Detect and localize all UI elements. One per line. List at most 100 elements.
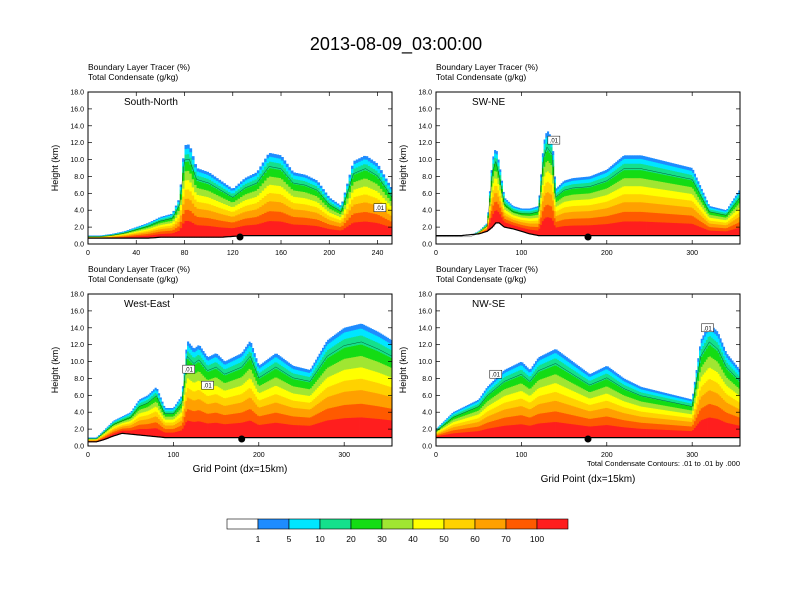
location-marker (584, 435, 592, 443)
x-tick-label: 200 (323, 250, 335, 257)
y-tick-label: 12.0 (418, 342, 432, 349)
y-tick-label: 4.0 (422, 208, 432, 215)
y-tick-label: 0.0 (422, 242, 432, 249)
y-tick-label: 12.0 (418, 140, 432, 147)
panel-label-tracer: Boundary Layer Tracer (%) (436, 62, 538, 72)
x-tick-label: 100 (516, 250, 528, 257)
y-tick-label: 0.0 (74, 242, 84, 249)
y-tick-label: 14.0 (70, 325, 84, 332)
plot-frame (87, 91, 393, 245)
x-tick-label: 0 (86, 452, 90, 459)
x-axis-label: Grid Point (dx=15km) (193, 464, 288, 475)
x-tick-label: 300 (686, 250, 698, 257)
contour-label-box (489, 369, 503, 379)
condensate-contour (88, 341, 392, 440)
y-tick-label: 18.0 (70, 292, 84, 299)
colorbar-swatch (412, 518, 445, 530)
condensate-contour (436, 146, 740, 238)
y-tick-label: 16.0 (70, 308, 84, 315)
x-tick-label: 200 (601, 452, 613, 459)
contour-note: Total Condensate Contours: .01 to .01 by… (587, 459, 740, 468)
y-tick-label: 12.0 (70, 342, 84, 349)
y-tick-label: 4.0 (74, 208, 84, 215)
tracer-field (88, 144, 392, 239)
y-tick-label: 6.0 (422, 191, 432, 198)
colorbar-label: 5 (287, 534, 292, 544)
cross-section-label: SW-NE (472, 97, 505, 108)
colorbar-label: 70 (501, 534, 511, 544)
x-tick-label: 100 (168, 452, 180, 459)
colorbar-label: 60 (470, 534, 480, 544)
panel-label-tracer: Boundary Layer Tracer (%) (436, 264, 538, 274)
contour-label: .01 (492, 373, 501, 379)
x-tick-label: 0 (86, 250, 90, 257)
y-tick-label: 2.0 (74, 427, 84, 434)
y-tick-label: 14.0 (418, 123, 432, 130)
x-tick-label: 200 (253, 452, 265, 459)
cross-section-label: South-North (124, 97, 178, 108)
colorbar-label: 30 (377, 534, 387, 544)
x-tick-label: 80 (181, 250, 189, 257)
y-tick-label: 18.0 (418, 90, 432, 97)
y-tick-label: 4.0 (74, 410, 84, 417)
colorbar-label: 50 (439, 534, 449, 544)
x-tick-label: 300 (686, 452, 698, 459)
tracer-field (436, 324, 740, 439)
location-marker (238, 435, 246, 443)
contour-label: .01 (550, 139, 559, 145)
colorbar-label: 10 (315, 534, 325, 544)
y-axis-label: Height (km) (50, 145, 60, 192)
y-tick-label: 16.0 (418, 308, 432, 315)
panel-label-condensate: Total Condensate (g/kg) (436, 274, 526, 284)
panel-label-tracer: Boundary Layer Tracer (%) (88, 62, 190, 72)
condensate-contour (436, 341, 740, 432)
panel-label-condensate: Total Condensate (g/kg) (88, 274, 178, 284)
x-tick-label: 0 (434, 452, 438, 459)
x-tick-label: 0 (434, 250, 438, 257)
contour-label: .01 (376, 206, 385, 212)
contour-label-box (701, 323, 714, 333)
y-tick-label: 10.0 (418, 157, 432, 164)
colorbar-swatch (381, 518, 414, 530)
colorbar-swatch (443, 518, 476, 530)
colorbar-swatch (350, 518, 383, 530)
plot-frame (435, 91, 741, 245)
colorbar-swatch (474, 518, 507, 530)
colorbar: 1 5 10 20 30 40 50 60 70 100 (226, 518, 569, 544)
colorbar-swatch (319, 518, 352, 530)
y-axis-label: Height (km) (398, 347, 408, 394)
panel-label-condensate: Total Condensate (g/kg) (436, 72, 526, 82)
tracer-field (436, 131, 740, 238)
tracer-field (88, 323, 392, 443)
location-marker (584, 233, 592, 241)
colorbar-label: 40 (408, 534, 418, 544)
contour-label-box (182, 364, 196, 374)
x-tick-label: 300 (338, 452, 350, 459)
contour-label: .01 (203, 384, 212, 390)
y-tick-label: 4.0 (422, 410, 432, 417)
y-tick-label: 14.0 (70, 123, 84, 130)
panel-nw-se: Boundary Layer Tracer (%)Total Condensat… (398, 264, 741, 485)
y-tick-label: 14.0 (418, 325, 432, 332)
panel-west-east: Boundary Layer Tracer (%)Total Condensat… (50, 264, 393, 475)
x-tick-label: 200 (601, 250, 613, 257)
x-tick-label: 120 (227, 250, 239, 257)
panel-label-tracer: Boundary Layer Tracer (%) (88, 264, 190, 274)
colorbar-label: 100 (530, 534, 544, 544)
x-tick-label: 40 (132, 250, 140, 257)
plot-frame (435, 293, 741, 447)
contour-label-box (373, 203, 387, 212)
colorbar-label: 20 (346, 534, 356, 544)
panel-label-condensate: Total Condensate (g/kg) (88, 72, 178, 82)
y-tick-label: 10.0 (70, 359, 84, 366)
y-tick-label: 10.0 (418, 359, 432, 366)
x-tick-label: 240 (372, 250, 384, 257)
y-tick-label: 2.0 (422, 427, 432, 434)
y-tick-label: 12.0 (70, 140, 84, 147)
colorbar-swatch (505, 518, 538, 530)
main-title: 2013-08-09_03:00:00 (310, 34, 482, 55)
y-tick-label: 8.0 (74, 174, 84, 181)
y-tick-label: 2.0 (74, 225, 84, 232)
cross-section-label: NW-SE (472, 299, 505, 310)
y-tick-label: 16.0 (418, 106, 432, 113)
